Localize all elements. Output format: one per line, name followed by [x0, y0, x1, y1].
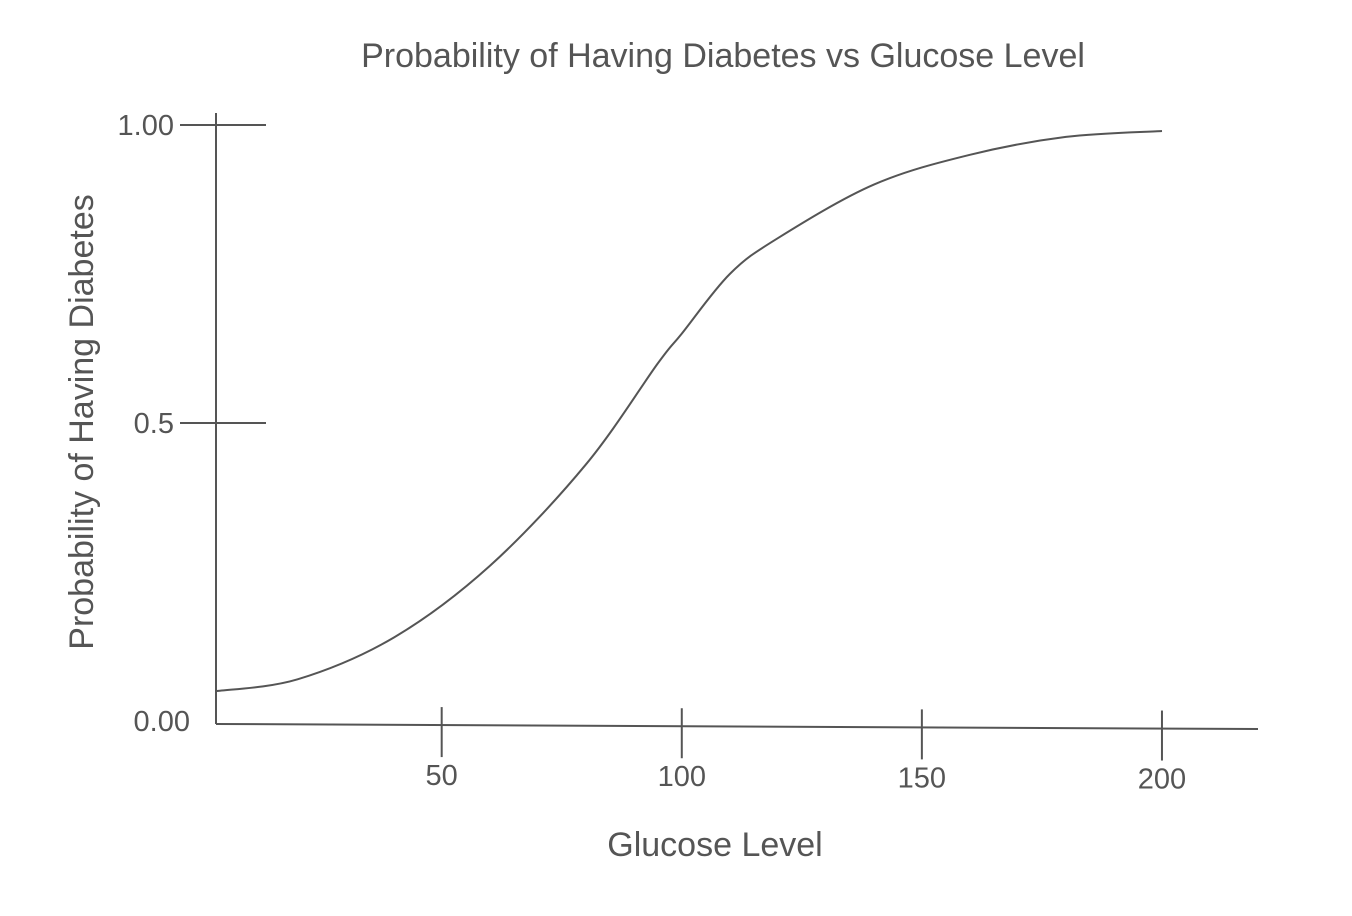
x-tick-label: 50: [426, 760, 458, 792]
y-tick-label: 0.00: [134, 706, 190, 738]
x-tick-label: 200: [1138, 764, 1186, 796]
x-axis-line: [215, 723, 1259, 730]
y-axis-label: Probability of Having Diabetes: [63, 194, 101, 649]
x-tick-label: 150: [898, 762, 946, 794]
y-tick-label: 1.00: [118, 110, 174, 142]
series-line: [215, 130, 1163, 693]
x-axis-label: Glucose Level: [607, 826, 822, 864]
series-layer: [215, 130, 1163, 693]
y-ticks: 0.00 0.5 1.00: [118, 110, 266, 738]
chart-title: Probability of Having Diabetes vs Glucos…: [361, 37, 1085, 75]
y-tick-label: 0.5: [134, 408, 174, 440]
x-tick-label: 100: [658, 761, 706, 793]
x-ticks: 50 100 150 200: [426, 707, 1186, 796]
